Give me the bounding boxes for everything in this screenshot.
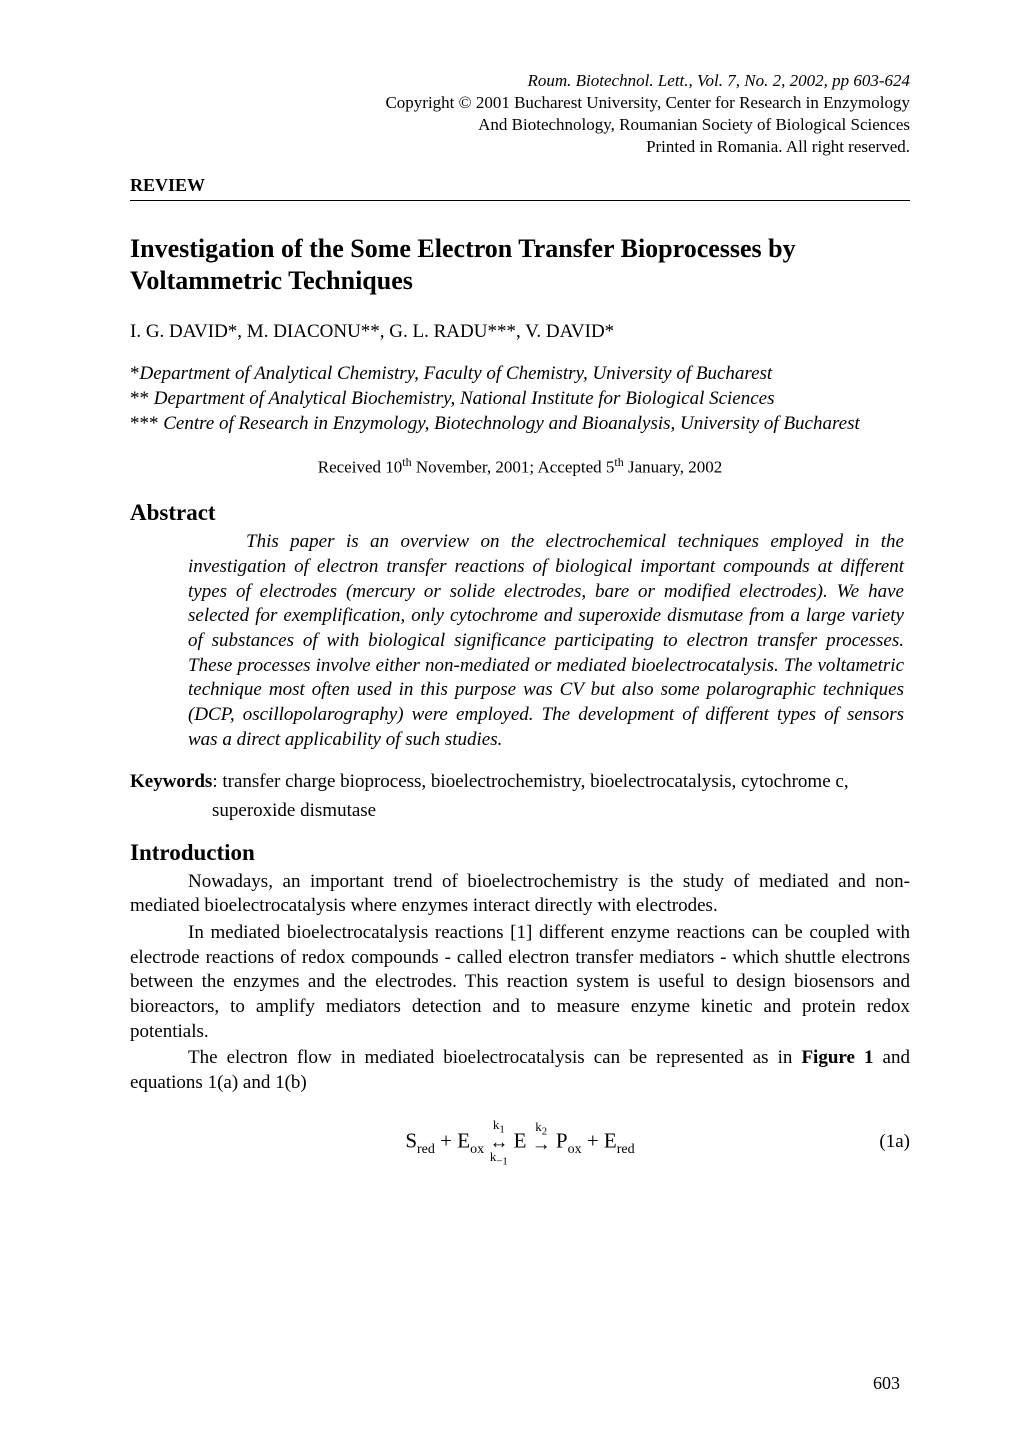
received-suffix: January, 2002	[624, 457, 723, 476]
received-mid: November, 2001; Accepted 5	[412, 457, 615, 476]
journal-rights: Printed in Romania. All right reserved.	[130, 136, 910, 158]
received-sup1: th	[402, 455, 411, 469]
review-label: REVIEW	[130, 174, 910, 197]
received-accepted: Received 10th November, 2001; Accepted 5…	[130, 455, 910, 479]
keywords-text: : transfer charge bioprocess, bioelectro…	[212, 771, 848, 792]
introduction-body: Nowadays, an important trend of bioelect…	[130, 870, 910, 1096]
intro-p1: Nowadays, an important trend of bioelect…	[130, 870, 910, 919]
eq-plus1: + E	[435, 1129, 470, 1153]
aff2-text: Department of Analytical Biochemistry, N…	[154, 388, 775, 409]
introduction-heading: Introduction	[130, 838, 910, 868]
article-title: Investigation of the Some Electron Trans…	[130, 233, 910, 298]
intro-p3-prefix: The electron flow in mediated bioelectro…	[188, 1047, 801, 1068]
eq-eox-sub: ox	[470, 1142, 484, 1157]
affiliations: *Department of Analytical Chemistry, Fac…	[130, 362, 910, 436]
header-divider	[130, 200, 910, 201]
eq-pox-sub: ox	[568, 1142, 582, 1157]
equation-1a: Sred + Eox k1 ↔ k−1 E k2 → Pox + Ered (1…	[130, 1118, 910, 1168]
eq-pox: P	[551, 1129, 568, 1153]
aff1-text: Department of Analytical Chemistry, Facu…	[140, 363, 773, 384]
keywords-label: Keywords	[130, 771, 212, 792]
eq-emid: E	[508, 1129, 531, 1153]
page-number: 603	[873, 1372, 900, 1395]
journal-copyright: Copyright © 2001 Bucharest University, C…	[130, 92, 910, 114]
authors: I. G. DAVID*, M. DIACONU**, G. L. RADU**…	[130, 320, 910, 345]
aff1-star: *	[130, 363, 140, 384]
intro-p3: The electron flow in mediated bioelectro…	[130, 1046, 910, 1095]
eq-sred-sub: red	[417, 1142, 435, 1157]
keywords-line2: superoxide dismutase	[130, 799, 910, 824]
journal-header: Roum. Biotechnol. Lett., Vol. 7, No. 2, …	[130, 70, 910, 158]
keywords: Keywords: transfer charge bioprocess, bi…	[130, 770, 910, 795]
equation-content: Sred + Eox k1 ↔ k−1 E k2 → Pox + Ered	[405, 1118, 634, 1168]
journal-society: And Biotechnology, Roumanian Society of …	[130, 114, 910, 136]
intro-p2: In mediated bioelectrocatalysis reaction…	[130, 921, 910, 1044]
eq-arrow1: k1 ↔ k−1	[489, 1118, 508, 1168]
journal-citation: Roum. Biotechnol. Lett., Vol. 7, No. 2, …	[528, 71, 910, 90]
abstract-text: This paper is an overview on the electro…	[188, 531, 904, 750]
abstract-heading: Abstract	[130, 498, 910, 528]
eq-plus2: + E	[582, 1129, 617, 1153]
eq-sred: S	[405, 1129, 417, 1153]
eq-arrow1-bot-sub: −1	[496, 1156, 508, 1168]
abstract-body: This paper is an overview on the electro…	[130, 530, 910, 752]
intro-p3-figure-ref: Figure 1	[801, 1047, 873, 1068]
aff3-star: ***	[130, 413, 163, 434]
received-prefix: Received 10	[318, 457, 403, 476]
aff2-star: **	[130, 388, 154, 409]
aff3-text: Centre of Research in Enzymology, Biotec…	[163, 413, 860, 434]
received-sup2: th	[614, 455, 623, 469]
equation-number: (1a)	[879, 1130, 910, 1155]
eq-arrow2: k2 →	[532, 1120, 551, 1165]
eq-ered-sub: red	[617, 1142, 635, 1157]
